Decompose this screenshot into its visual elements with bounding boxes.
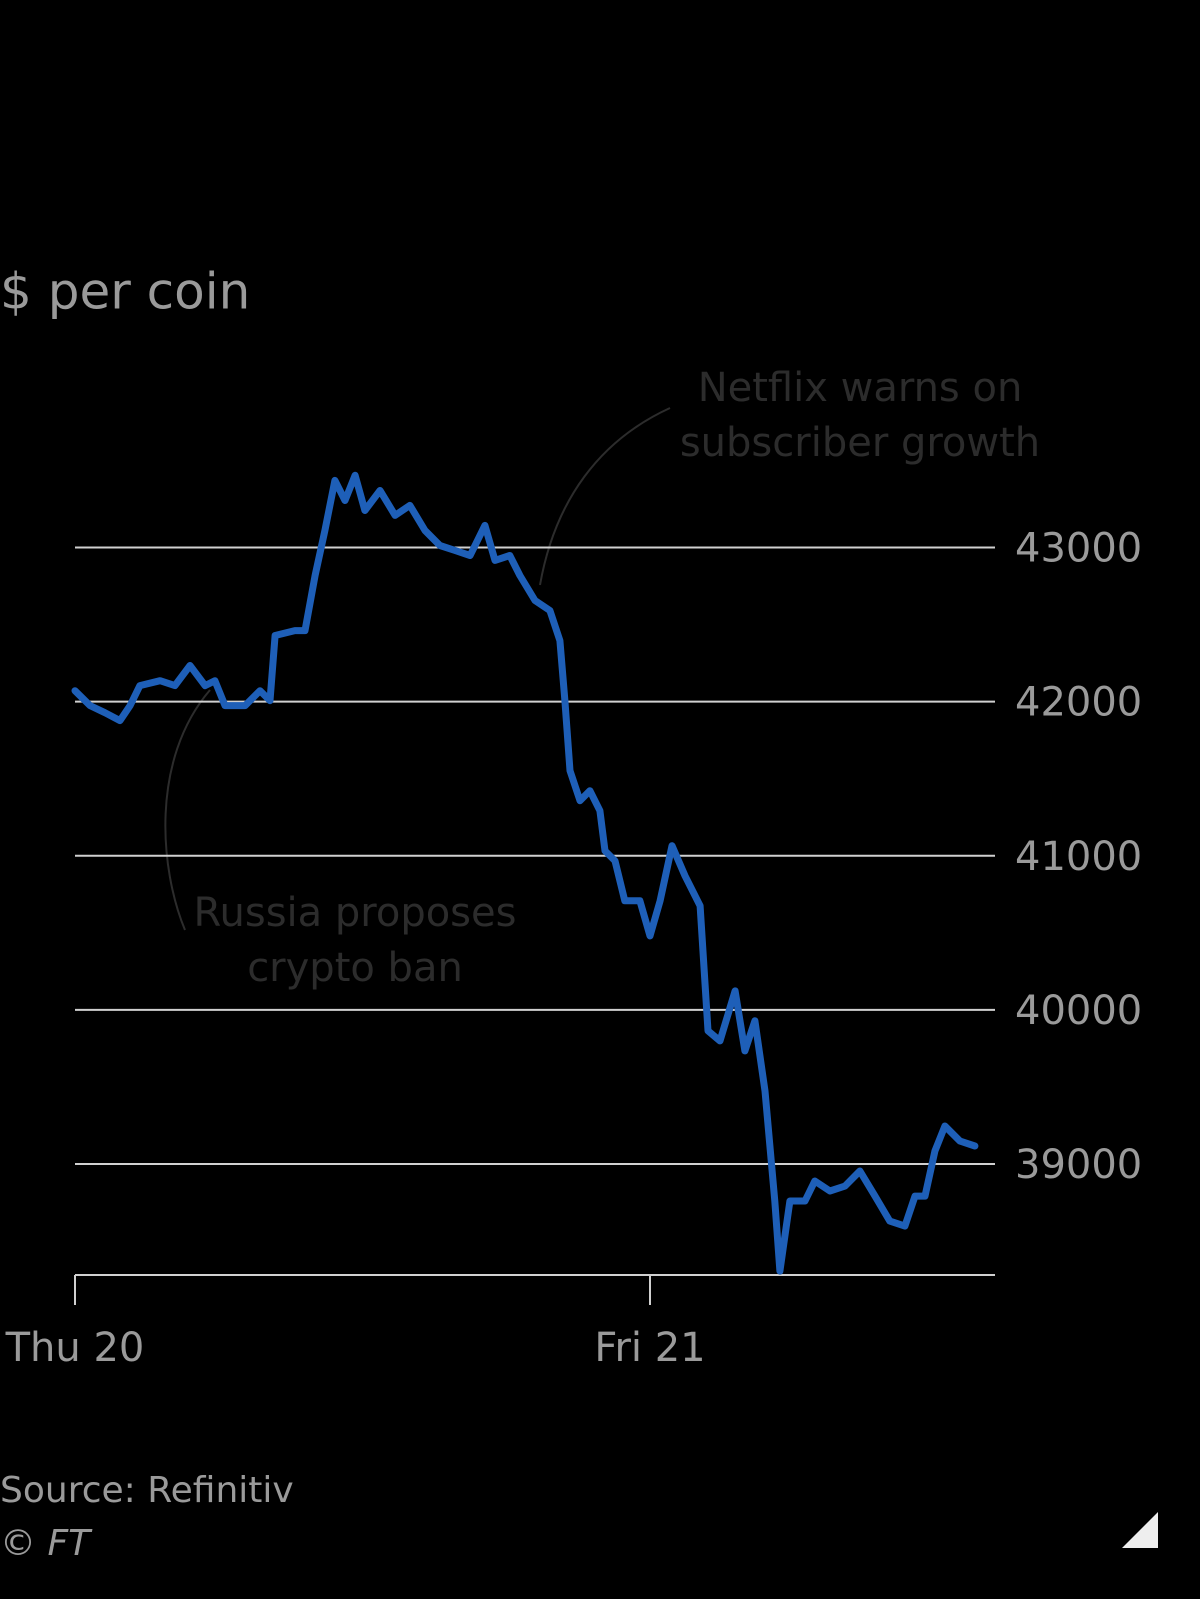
annotation: subscriber growth [680,420,1040,466]
y-tick-label: 43000 [1015,525,1142,571]
annotation-connector [539,407,671,586]
annotation-connector [164,689,211,931]
x-tick-label: Thu 20 [5,1325,145,1371]
y-tick-label: 42000 [1015,680,1142,726]
y-tick-label: 40000 [1015,988,1142,1034]
y-tick-label: 39000 [1015,1142,1142,1188]
credit: © FT [0,1523,93,1564]
chart-subtitle: $ per coin [0,263,250,321]
y-tick-label: 41000 [1015,834,1142,880]
source: Source: Refinitiv [0,1470,294,1511]
corner-icon [1122,1512,1158,1548]
annotation: crypto ban [247,945,463,991]
annotation: Russia proposes [194,890,517,936]
price-line [71,471,979,1275]
annotation: Netflix warns on [698,365,1023,411]
x-tick-label: Fri 21 [594,1325,705,1371]
